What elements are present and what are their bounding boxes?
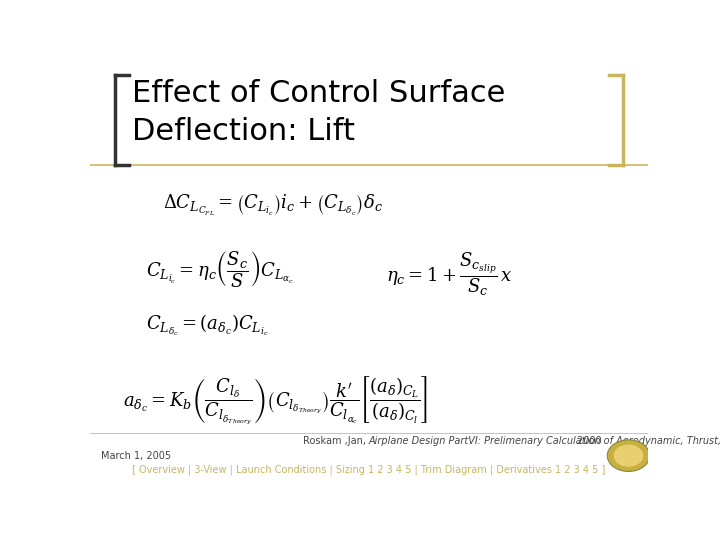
Text: $C_{L_{i_c}} = \eta_c \left(\dfrac{S_c}{S}\right) C_{L_{\alpha_c}}$: $C_{L_{i_c}} = \eta_c \left(\dfrac{S_c}{… <box>145 250 294 291</box>
Circle shape <box>613 444 643 467</box>
Text: [ Overview | 3-View | Launch Conditions | Sizing 1 2 3 4 5 | Trim Diagram | Deri: [ Overview | 3-View | Launch Conditions … <box>132 465 606 475</box>
Text: Roskam ,Jan,: Roskam ,Jan, <box>303 436 369 446</box>
Text: $a_{\delta_c} = K_b \left(\dfrac{C_{l_\delta}}{C_{l_{\delta_{Theory}}}}\right)\l: $a_{\delta_c} = K_b \left(\dfrac{C_{l_\d… <box>124 375 428 427</box>
Text: Effect of Control Surface: Effect of Control Surface <box>132 79 505 109</box>
Circle shape <box>607 440 649 471</box>
Text: Deflection: Lift: Deflection: Lift <box>132 117 355 146</box>
Text: $\Delta C_{L_{C_{FL}}} = \left(C_{L_{i_c}}\right)i_c + \left(C_{L_{\delta_c}}\ri: $\Delta C_{L_{C_{FL}}} = \left(C_{L_{i_c… <box>163 192 382 217</box>
Text: 8: 8 <box>615 451 623 461</box>
Text: $\eta_c = 1 + \dfrac{S_{c_{slip}}}{S_c}\, x$: $\eta_c = 1 + \dfrac{S_{c_{slip}}}{S_c}\… <box>386 250 513 298</box>
Text: 2000: 2000 <box>575 436 602 446</box>
Text: March 1, 2005: March 1, 2005 <box>101 451 171 461</box>
Text: Airplane Design PartVI: Prelimenary Calculation of Aerodynamic, Thrust, and Powe: Airplane Design PartVI: Prelimenary Calc… <box>369 436 720 446</box>
Text: $C_{L_{\delta_c}} = \left(a_{\delta_c}\right)C_{L_{i_c}}$: $C_{L_{\delta_c}} = \left(a_{\delta_c}\r… <box>145 312 268 338</box>
